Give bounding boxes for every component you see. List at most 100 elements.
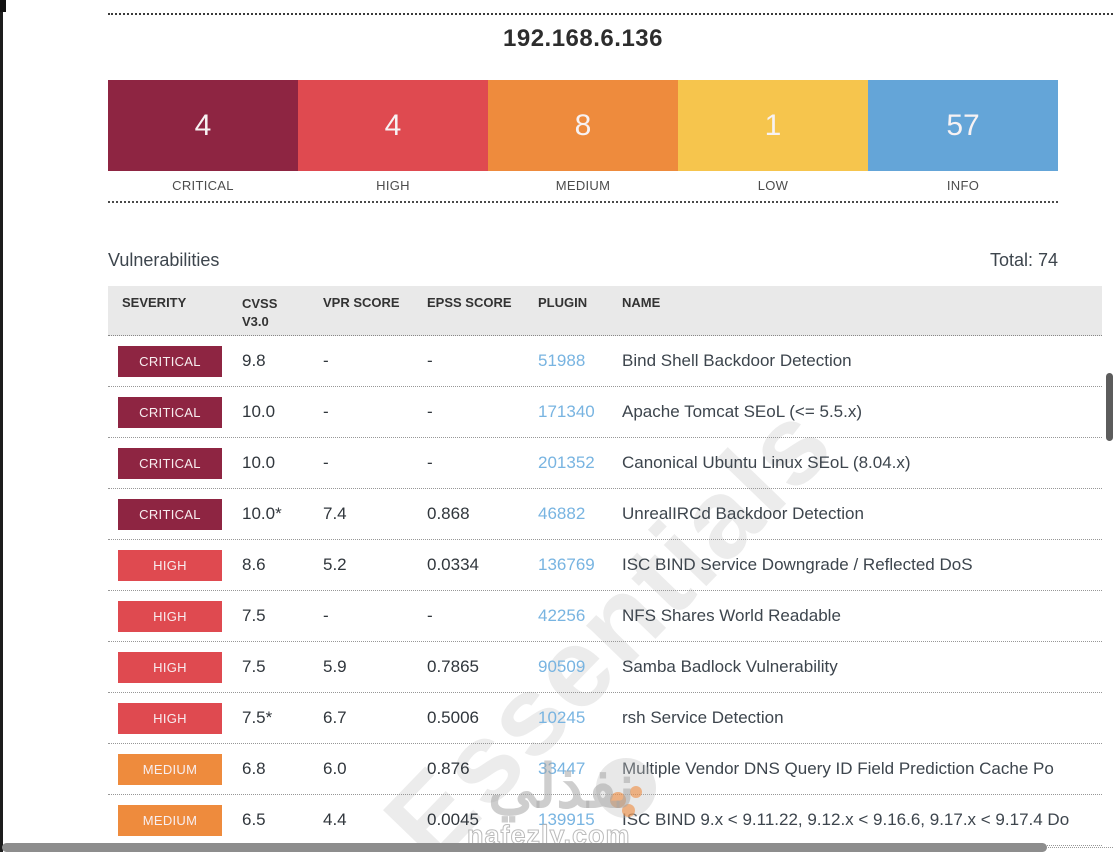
col-epss-score: EPSS SCORE (427, 295, 512, 310)
table-row[interactable]: HIGH 8.6 5.2 0.0334 136769 ISC BIND Service D… (108, 540, 1102, 591)
epss-value: - (427, 402, 433, 421)
severity-badge: CRITICAL (118, 498, 222, 530)
severity-badge: CRITICAL (118, 447, 222, 479)
plugin-link[interactable]: 10245 (538, 708, 586, 727)
severity-badge: HIGH (118, 702, 222, 734)
severity-badge: HIGH (118, 549, 222, 581)
table-row[interactable]: CRITICAL 10.0 - - 201352 Canonical Ubuntu Lin… (108, 438, 1102, 489)
vpr-value: - (323, 351, 329, 370)
vpr-value: - (323, 606, 329, 625)
cvss-value: 7.5 (242, 606, 266, 625)
vulnerability-name: Multiple Vendor DNS Query ID Field Predi… (622, 759, 1054, 778)
plugin-link[interactable]: 139915 (538, 810, 595, 829)
vulnerability-name: UnrealIRCd Backdoor Detection (622, 504, 864, 523)
summary-divider (108, 201, 1058, 203)
table-row[interactable]: CRITICAL 10.0 - - 171340 Apache Tomcat SEoL (… (108, 387, 1102, 438)
table-row[interactable]: HIGH 7.5 5.9 0.7865 90509 Samba Badlock Vulne… (108, 642, 1102, 693)
col-cvss: CVSS V3.0 (242, 296, 278, 329)
severity-badge: HIGH (118, 651, 222, 683)
info-count: 57 (946, 108, 980, 142)
cvss-value: 9.8 (242, 351, 266, 370)
epss-value: 0.7865 (427, 657, 479, 676)
epss-value: - (427, 606, 433, 625)
cvss-value: 10.0 (242, 402, 276, 421)
vulnerability-name: Canonical Ubuntu Linux SEoL (8.04.x) (622, 453, 911, 472)
vertical-scrollbar-thumb[interactable] (1106, 373, 1113, 441)
epss-value: 0.0045 (427, 810, 479, 829)
medium-label: MEDIUM (555, 178, 611, 193)
severity-segment-info: 57 (868, 80, 1058, 171)
plugin-link[interactable]: 136769 (538, 555, 595, 574)
plugin-link[interactable]: 42256 (538, 606, 586, 625)
medium-count: 8 (574, 108, 592, 142)
epss-value: 0.0334 (427, 555, 479, 574)
vpr-value: 7.4 (323, 504, 347, 523)
cvss-value: 6.8 (242, 759, 266, 778)
col-plugin: PLUGIN (538, 295, 588, 310)
vulnerabilities-heading: Vulnerabilities (108, 250, 220, 270)
vpr-value: 5.9 (323, 657, 347, 676)
vulnerability-name: Bind Shell Backdoor Detection (622, 351, 852, 370)
cvss-value: 7.5 (242, 657, 266, 676)
vpr-value: 6.0 (323, 759, 347, 778)
table-row[interactable]: HIGH 7.5* 6.7 0.5006 10245 rsh Service Detect… (108, 693, 1102, 744)
severity-badge: MEDIUM (118, 804, 222, 836)
total-count: Total: 74 (989, 250, 1058, 270)
epss-value: 0.5006 (427, 708, 479, 727)
severity-badge: CRITICAL (118, 345, 222, 377)
window-left-border (0, 0, 3, 852)
vpr-value: - (323, 453, 329, 472)
table-row[interactable]: CRITICAL 9.8 - - 51988 Bind Shell Backdoor De… (108, 336, 1102, 387)
top-divider (108, 13, 1113, 15)
epss-value: - (427, 351, 433, 370)
table-row[interactable]: CRITICAL 10.0* 7.4 0.868 46882 UnrealIRCd Bac… (108, 489, 1102, 540)
severity-segment-low: 1 (678, 80, 868, 171)
horizontal-scrollbar-track[interactable] (1048, 847, 1113, 848)
table-row[interactable]: MEDIUM 6.8 6.0 0.876 33447 Multiple Vendor DN… (108, 744, 1102, 795)
severity-segment-high: 4 (298, 80, 488, 171)
vpr-value: - (323, 402, 329, 421)
critical-count: 4 (194, 108, 212, 142)
cvss-value: 8.6 (242, 555, 266, 574)
vulnerability-name: ISC BIND 9.x < 9.11.22, 9.12.x < 9.16.6,… (622, 810, 1070, 829)
vpr-value: 4.4 (323, 810, 347, 829)
severity-segment-critical: 4 (108, 80, 298, 171)
col-severity: SEVERITY (122, 295, 187, 310)
plugin-link[interactable]: 33447 (538, 759, 586, 778)
vulnerability-name: rsh Service Detection (622, 708, 784, 727)
table-row[interactable]: HIGH 7.5 - - 42256 NFS Shares World Readable (108, 591, 1102, 642)
table-row[interactable]: MEDIUM 6.5 4.4 0.0045 139915 ISC BIND 9.x < 9… (108, 795, 1102, 846)
high-label: HIGH (376, 178, 410, 193)
vulnerability-name: Apache Tomcat SEoL (<= 5.5.x) (622, 402, 863, 421)
severity-segment-medium: 8 (488, 80, 678, 171)
col-vpr-score: VPR SCORE (323, 295, 400, 310)
severity-badge: CRITICAL (118, 396, 222, 428)
plugin-link[interactable]: 171340 (538, 402, 595, 421)
cvss-value: 10.0* (242, 504, 282, 523)
epss-value: 0.868 (427, 504, 470, 523)
plugin-link[interactable]: 90509 (538, 657, 586, 676)
vpr-value: 6.7 (323, 708, 347, 727)
high-count: 4 (384, 108, 402, 142)
severity-labels: CRITICAL HIGH MEDIUM LOW INFO (108, 178, 1058, 193)
horizontal-scrollbar-thumb[interactable] (2, 843, 1047, 852)
info-label: INFO (946, 178, 980, 193)
plugin-link[interactable]: 51988 (538, 351, 586, 370)
vulnerabilities-table: SEVERITY CVSS V3.0 VPR SCORE EPSS SCORE … (108, 286, 1102, 846)
plugin-link[interactable]: 46882 (538, 504, 586, 523)
cvss-value: 6.5 (242, 810, 266, 829)
col-name: NAME (622, 295, 661, 310)
vpr-value: 5.2 (323, 555, 347, 574)
vulnerability-name: NFS Shares World Readable (622, 606, 841, 625)
cvss-value: 7.5* (242, 708, 273, 727)
table-header-row: SEVERITY CVSS V3.0 VPR SCORE EPSS SCORE … (108, 286, 1102, 336)
severity-badge: MEDIUM (118, 753, 222, 785)
cvss-value: 10.0 (242, 453, 276, 472)
critical-label: CRITICAL (172, 178, 234, 193)
severity-summary-bar: 4 4 8 1 57 (108, 80, 1058, 171)
low-label: LOW (757, 178, 789, 193)
vulnerability-name: Samba Badlock Vulnerability (622, 657, 838, 676)
epss-value: - (427, 453, 433, 472)
plugin-link[interactable]: 201352 (538, 453, 595, 472)
